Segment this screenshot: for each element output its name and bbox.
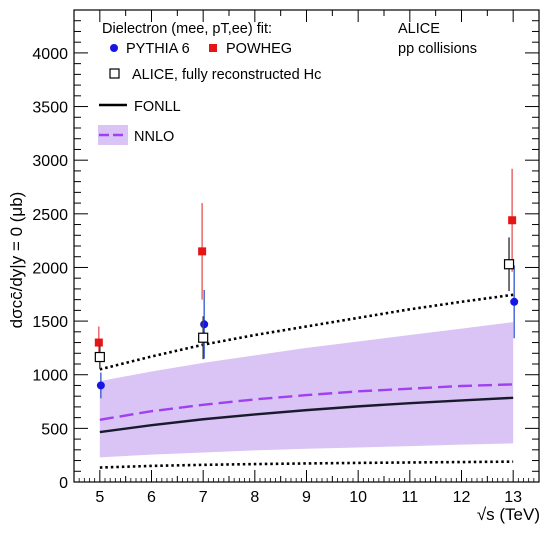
pythia-6-point — [200, 320, 209, 329]
legend-header: Dielectron (mee, pT,ee) fit: — [102, 21, 272, 37]
ticks-layer: 5 6 7 8 9 10 11 12 13 0 500 1000 1500 2000 2500 3000 350… — [32, 10, 539, 506]
annotation-pp-collisions: pp collisions — [398, 41, 477, 57]
pythia-6-point — [96, 381, 105, 390]
alice-fully-reconstructed-hc-point — [198, 332, 209, 343]
x-tick-label: 5 — [95, 489, 104, 506]
x-tick-label: 10 — [349, 489, 367, 506]
legend-marker-pythia6 — [110, 44, 118, 52]
legend-label-pythia6: PYTHIA 6 — [126, 41, 190, 57]
x-tick-label: 6 — [147, 489, 156, 506]
x-tick-label: 12 — [453, 489, 471, 506]
annotation-alice: ALICE — [398, 21, 440, 37]
plot-layer — [94, 168, 519, 469]
y-tick-label: 4000 — [32, 46, 68, 63]
powheg-point — [94, 338, 103, 347]
y-tick-label: 500 — [41, 421, 68, 438]
alice-fully-reconstructed-hc-point — [503, 259, 515, 270]
legend-marker-alice-hc — [109, 68, 120, 79]
x-tick-label: 13 — [504, 489, 522, 506]
nnlo-central-line — [99, 383, 514, 421]
y-tick-label: 3000 — [32, 153, 68, 170]
legend-label-powheg: POWHEG — [226, 41, 292, 57]
pythia-6-point — [510, 297, 519, 306]
y-tick-label: 2500 — [32, 207, 68, 224]
y-tick-label: 1000 — [32, 368, 68, 385]
y-tick-label: 3500 — [32, 100, 68, 117]
powheg-point — [508, 216, 517, 225]
legend-label-fonll: FONLL — [134, 99, 181, 115]
powheg-point — [198, 247, 207, 256]
x-tick-label: 11 — [402, 489, 419, 506]
nnlo-uncertainty-band — [99, 322, 514, 458]
y-tick-label: 0 — [59, 475, 68, 492]
y-tick-label: 2000 — [32, 260, 68, 277]
x-tick-label: 7 — [199, 489, 208, 506]
legend: Dielectron (mee, pT,ee) fit: PYTHIA 6 PO… — [98, 21, 321, 145]
x-tick-label: 8 — [250, 489, 259, 506]
y-axis-title: dσcc̄/dy|y = 0 (μb) — [7, 192, 26, 329]
legend-label-alice-hc: ALICE, fully reconstructed Hc — [132, 67, 321, 83]
legend-marker-powheg — [209, 44, 217, 52]
fonll-upper-bound — [99, 293, 514, 371]
legend-label-nnlo: NNLO — [134, 129, 174, 145]
x-axis-title: √s (TeV) — [477, 505, 540, 524]
y-tick-label: 1500 — [32, 314, 68, 331]
alice-fully-reconstructed-hc-point — [94, 351, 105, 363]
x-tick-label: 9 — [302, 489, 311, 506]
fonll-central-line — [99, 396, 514, 434]
